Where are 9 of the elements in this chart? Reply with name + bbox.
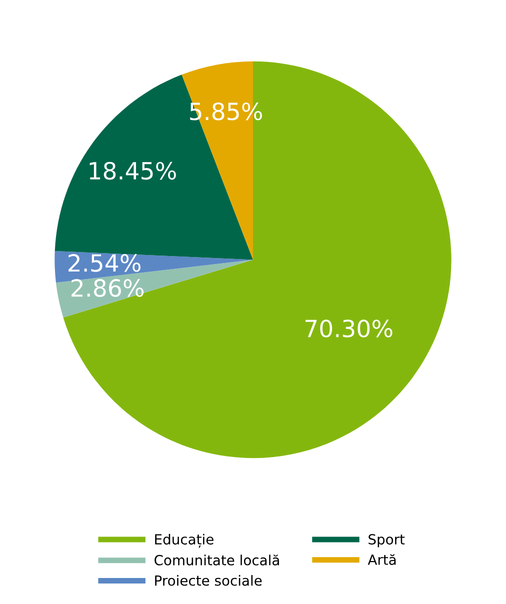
legend-label: Educație (155, 534, 214, 548)
legend-label: Sport (368, 534, 405, 548)
data-label: 18.45% (90, 162, 176, 180)
data-label: 2.86% (72, 279, 144, 297)
data-label: 70.30% (306, 320, 392, 338)
legend-label: Comunitate locală (154, 554, 279, 566)
legend-label: Proiecte sociale (155, 575, 262, 586)
data-label: 2.54% (68, 254, 141, 272)
legend-label: Artă (368, 554, 396, 565)
